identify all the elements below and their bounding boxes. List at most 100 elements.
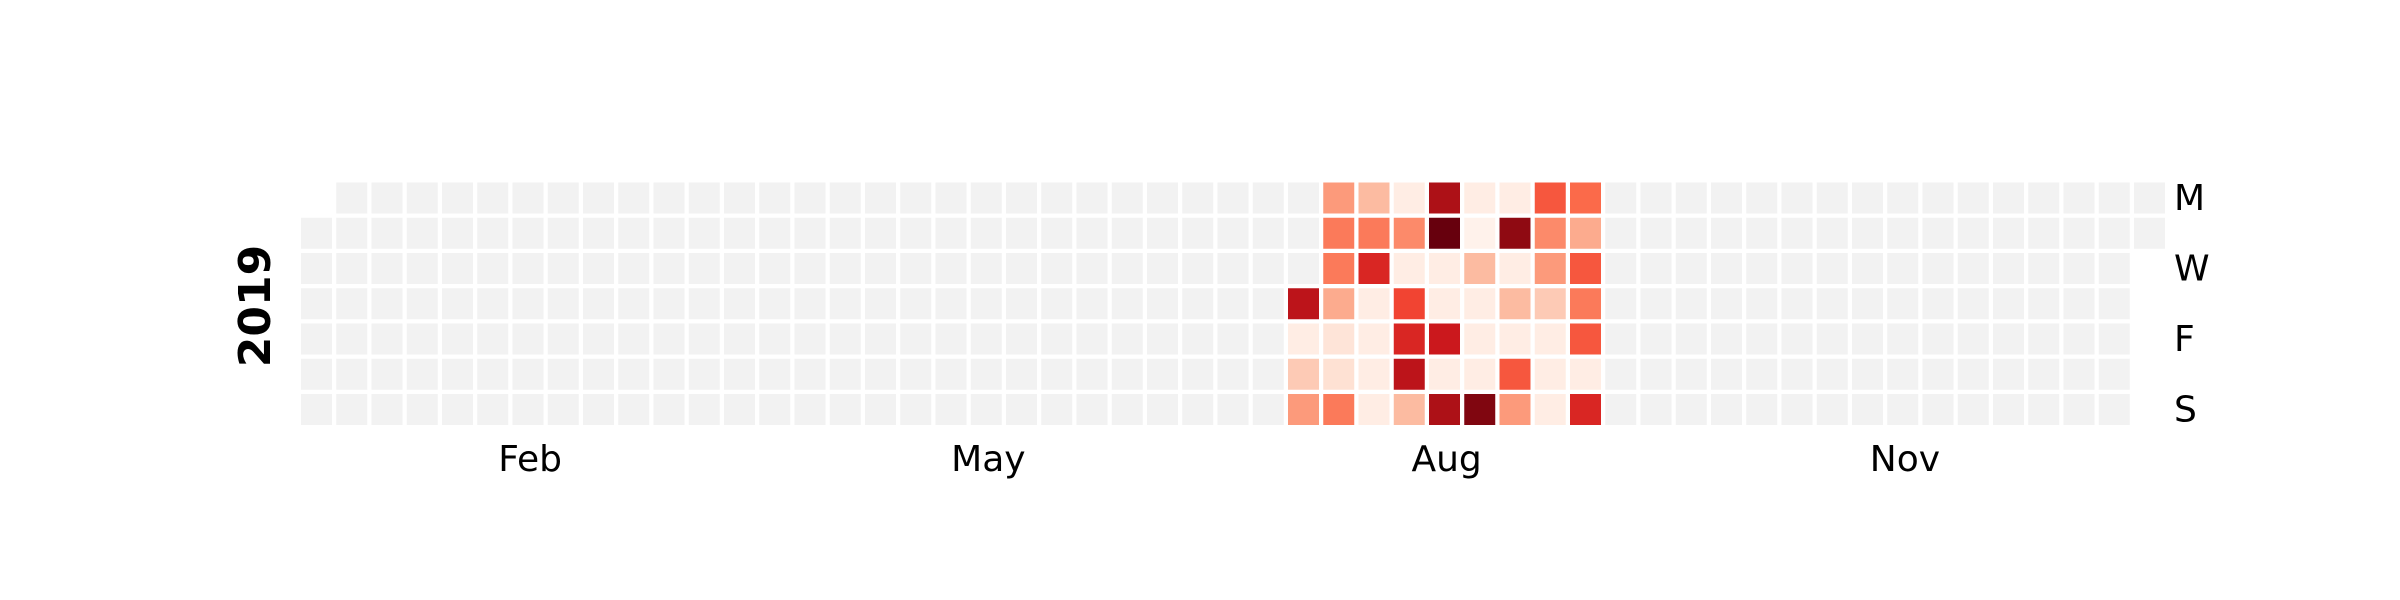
heatmap-cell <box>1781 253 1813 284</box>
heatmap-cell <box>1711 358 1742 390</box>
heatmap-cell <box>1534 394 1566 425</box>
heatmap-cell <box>1993 323 2024 355</box>
heatmap-cell <box>1041 253 1073 284</box>
heatmap-cell <box>442 288 473 320</box>
heatmap-cell <box>1711 253 1742 284</box>
heatmap-cell <box>1217 288 1249 320</box>
heatmap-cell <box>442 358 473 390</box>
heatmap-cell <box>1252 394 1284 425</box>
heatmap-cell <box>1499 323 1531 355</box>
heatmap-cell <box>724 217 755 249</box>
heatmap-cell <box>1852 323 1883 355</box>
heatmap-cell <box>1605 217 1637 249</box>
heatmap-cell <box>371 358 403 390</box>
heatmap-cell <box>759 182 791 214</box>
heatmap-cell <box>1711 182 1742 214</box>
heatmap-cell <box>1288 358 1319 390</box>
heatmap-cell <box>1147 253 1178 284</box>
heatmap-cell <box>794 394 826 425</box>
heatmap-cell <box>1006 394 1037 425</box>
heatmap-cell <box>2098 182 2130 214</box>
heatmap-cell <box>1323 288 1355 320</box>
heatmap-cell <box>2063 253 2095 284</box>
heatmap-cell <box>1464 182 1496 214</box>
heatmap-cell <box>1076 394 1108 425</box>
heatmap-cell <box>1217 182 1249 214</box>
heatmap-cell <box>618 394 650 425</box>
heatmap-cell <box>477 394 509 425</box>
heatmap-cell <box>1323 253 1355 284</box>
heatmap-cell <box>794 217 826 249</box>
heatmap-cell <box>1358 358 1390 390</box>
heatmap-cell <box>1076 182 1108 214</box>
heatmap-cell <box>301 394 332 425</box>
heatmap-cell <box>865 288 896 320</box>
heatmap-cell <box>1781 358 1813 390</box>
heatmap-cell <box>1816 288 1848 320</box>
heatmap-cell <box>688 217 720 249</box>
heatmap-cell <box>1957 288 1989 320</box>
heatmap-cell <box>477 253 509 284</box>
heatmap-cell <box>1887 253 1919 284</box>
heatmap-cell <box>1464 288 1496 320</box>
heatmap-cell <box>865 358 896 390</box>
heatmap-cell <box>1288 323 1319 355</box>
heatmap-cell <box>1499 253 1531 284</box>
heatmap-cell <box>900 358 932 390</box>
heatmap-cell <box>1993 253 2024 284</box>
heatmap-cell <box>1464 323 1496 355</box>
heatmap-cell <box>2063 288 2095 320</box>
heatmap-cell <box>1781 323 1813 355</box>
heatmap-cell <box>1640 253 1672 284</box>
heatmap-cell <box>1887 323 1919 355</box>
heatmap-cell <box>1570 253 1601 284</box>
heatmap-cell <box>1464 253 1496 284</box>
heatmap-cell <box>1041 217 1073 249</box>
day-label: S <box>2174 390 2197 431</box>
heatmap-cell <box>406 182 438 214</box>
heatmap-cell <box>2063 323 2095 355</box>
heatmap-cell <box>2098 358 2130 390</box>
heatmap-cell <box>1323 394 1355 425</box>
heatmap-cell <box>1640 182 1672 214</box>
heatmap-cell <box>406 323 438 355</box>
heatmap-cell <box>1252 253 1284 284</box>
heatmap-cell <box>1252 323 1284 355</box>
heatmap-cell <box>1957 323 1989 355</box>
heatmap-cell <box>653 217 685 249</box>
heatmap-cell <box>653 182 685 214</box>
heatmap-cell <box>336 182 368 214</box>
heatmap-cell <box>1957 217 1989 249</box>
heatmap-cell <box>442 394 473 425</box>
heatmap-cell <box>724 253 755 284</box>
heatmap-cell <box>1076 358 1108 390</box>
heatmap-cell <box>442 323 473 355</box>
heatmap-cell <box>1711 394 1742 425</box>
heatmap-cell <box>1006 182 1037 214</box>
heatmap-cell <box>2098 288 2130 320</box>
heatmap-cell <box>1358 253 1390 284</box>
heatmap-cell <box>442 253 473 284</box>
heatmap-cell <box>2028 253 2060 284</box>
heatmap-cell <box>371 182 403 214</box>
heatmap-cell <box>759 323 791 355</box>
heatmap-cell <box>653 323 685 355</box>
heatmap-cell <box>794 182 826 214</box>
heatmap-cell <box>2028 394 2060 425</box>
heatmap-cell <box>1393 182 1425 214</box>
heatmap-cell <box>2098 217 2130 249</box>
heatmap-cell <box>1711 323 1742 355</box>
heatmap-cell <box>1464 358 1496 390</box>
heatmap-cell <box>794 323 826 355</box>
heatmap-cell <box>2063 182 2095 214</box>
heatmap-cell <box>1957 358 1989 390</box>
heatmap-cell <box>1957 253 1989 284</box>
heatmap-cell <box>1358 182 1390 214</box>
heatmap-cell <box>1288 394 1319 425</box>
heatmap-cell <box>1182 323 1214 355</box>
heatmap-cell <box>1393 394 1425 425</box>
heatmap-cell <box>1852 358 1883 390</box>
heatmap-cell <box>583 358 614 390</box>
heatmap-cell <box>653 358 685 390</box>
